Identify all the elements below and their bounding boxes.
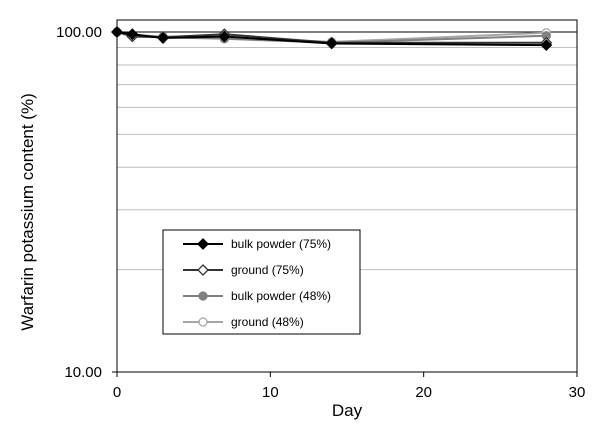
legend-box	[162, 229, 361, 335]
legend-item: ground (48%)	[183, 315, 304, 329]
legend-label: ground (75%)	[231, 263, 304, 277]
x-tick-label: 20	[415, 384, 432, 401]
x-tick-label: 0	[113, 384, 121, 401]
data-point	[157, 32, 169, 44]
x-tick-label: 10	[262, 384, 279, 401]
series-layer	[111, 26, 553, 52]
legend-label: ground (48%)	[231, 315, 304, 329]
data-point	[218, 30, 231, 43]
legend-marker	[197, 238, 209, 250]
y-tick-label: 100.00	[56, 24, 102, 41]
x-axis-label: Day	[332, 401, 363, 420]
legend-label: bulk powder (75%)	[231, 237, 331, 251]
grid-lines	[117, 31, 577, 271]
legend-marker	[198, 317, 208, 327]
legend-label: bulk powder (48%)	[231, 289, 331, 303]
data-point	[111, 26, 123, 38]
legend-item: bulk powder (48%)	[183, 289, 331, 303]
data-point	[540, 39, 553, 52]
y-tick-label: 10.00	[64, 364, 102, 381]
x-tick-label: 30	[569, 384, 586, 401]
legend-marker	[197, 264, 209, 276]
legend: bulk powder (75%) ground (75%) bulk powder…	[162, 229, 361, 335]
y-axis-label: Warfarin potassium content (%)	[18, 93, 37, 330]
legend-item: bulk powder (75%)	[183, 237, 331, 251]
series-1	[111, 26, 553, 52]
data-point	[325, 37, 338, 50]
legend-marker	[198, 291, 208, 301]
data-point	[126, 28, 139, 41]
axis-ticks: 0 10 20 30 10.00 100.00	[56, 24, 585, 401]
plot-area	[116, 19, 578, 373]
legend-item: ground (75%)	[183, 263, 304, 277]
